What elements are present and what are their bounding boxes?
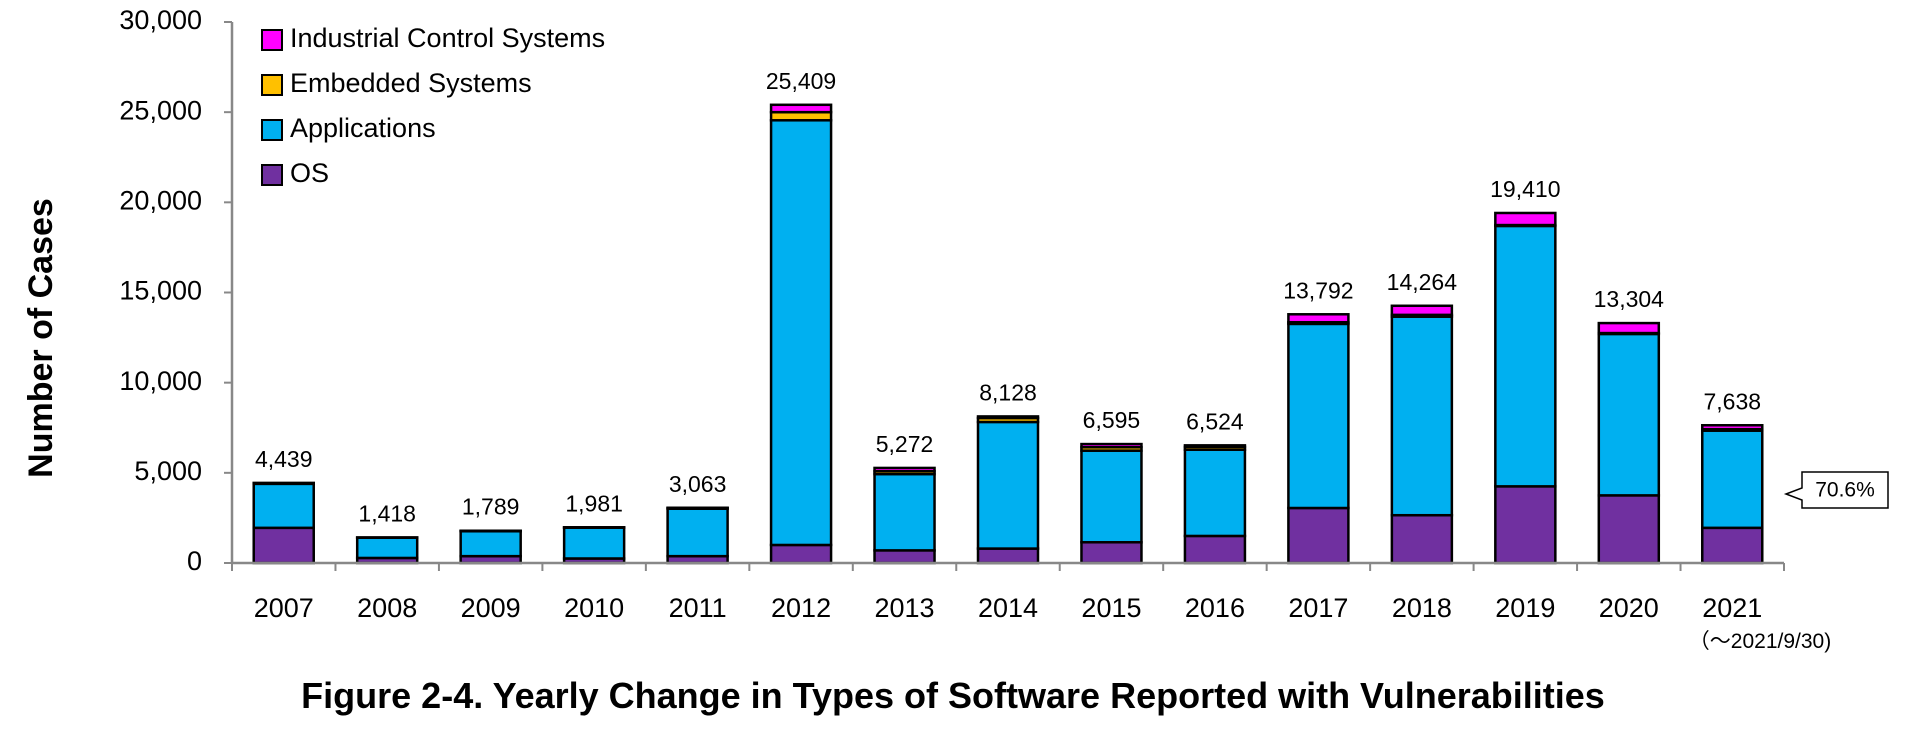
y-axis-title: Number of Cases — [22, 198, 60, 478]
bar-segment-os — [978, 549, 1038, 563]
bar-segment-os — [771, 545, 831, 563]
y-tick-label: 25,000 — [119, 95, 202, 125]
bar-segment-applications — [254, 484, 314, 528]
total-label: 25,409 — [766, 68, 836, 94]
legend-label: Applications — [290, 113, 436, 143]
bar-segment-applications — [1392, 317, 1452, 516]
total-label: 3,063 — [669, 471, 727, 497]
y-tick-label: 0 — [187, 546, 202, 576]
bar-segment-applications — [357, 538, 417, 558]
x-tick-label: 2018 — [1392, 593, 1452, 623]
bar-segment-industrial-control-systems — [1495, 213, 1555, 225]
figure-caption: Figure 2-4. Yearly Change in Types of So… — [301, 675, 1605, 716]
total-label: 5,272 — [876, 431, 934, 457]
x-tick-label: 2021 — [1702, 593, 1762, 623]
callout-text: 70.6% — [1815, 479, 1875, 502]
total-label: 1,981 — [565, 490, 623, 516]
bar-segment-industrial-control-systems — [1081, 444, 1141, 447]
bar-segment-applications — [1495, 226, 1555, 486]
bar-segment-industrial-control-systems — [1599, 323, 1659, 333]
bar-segment-applications — [461, 531, 521, 556]
x-tick-label: 2014 — [978, 593, 1038, 623]
bar-segment-industrial-control-systems — [875, 468, 935, 471]
bar-segment-os — [1495, 486, 1555, 563]
legend-swatch — [262, 30, 282, 50]
total-label: 1,789 — [462, 494, 520, 520]
legend-label: OS — [290, 158, 329, 188]
bar-segment-os — [1185, 536, 1245, 563]
legend-swatch — [262, 120, 282, 140]
x-tick-label: 2013 — [874, 593, 934, 623]
bar-segment-industrial-control-systems — [1702, 425, 1762, 429]
bar-segment-applications — [875, 474, 935, 550]
bar-segment-industrial-control-systems — [1288, 314, 1348, 322]
total-label: 6,595 — [1083, 407, 1141, 433]
total-label: 13,792 — [1283, 277, 1353, 303]
bar-segment-os — [1288, 508, 1348, 563]
bar-segment-os — [1392, 515, 1452, 563]
bar-segment-os — [1599, 495, 1659, 563]
bar-segment-applications — [978, 422, 1038, 549]
total-label: 1,418 — [358, 500, 416, 526]
bar-segment-applications — [668, 509, 728, 556]
y-tick-label: 10,000 — [119, 366, 202, 396]
total-label: 14,264 — [1387, 269, 1458, 295]
bar-segment-industrial-control-systems — [771, 105, 831, 112]
bar-segment-applications — [1599, 334, 1659, 495]
x-tick-label: 2016 — [1185, 593, 1245, 623]
legend-swatch — [262, 75, 282, 95]
bar-segment-os — [254, 528, 314, 563]
bar-segment-applications — [1081, 451, 1141, 543]
bar-segment-applications — [771, 120, 831, 545]
bar-segment-applications — [1702, 431, 1762, 528]
x-tick-label: 2015 — [1081, 593, 1141, 623]
x-tick-label: 2009 — [461, 593, 521, 623]
category-note: （～2021/9/30) — [1689, 630, 1831, 653]
x-tick-label: 2017 — [1288, 593, 1348, 623]
total-label: 8,128 — [979, 379, 1037, 405]
x-tick-label: 2020 — [1599, 593, 1659, 623]
legend-label: Embedded Systems — [290, 68, 532, 98]
bar-segment-applications — [1288, 324, 1348, 508]
x-tick-label: 2019 — [1495, 593, 1555, 623]
percentage-callout: 70.6% — [1786, 472, 1888, 508]
legend: Industrial Control Systems Embedded Syste… — [262, 23, 605, 188]
bar-segment-industrial-control-systems — [978, 416, 1038, 418]
bar-segment-industrial-control-systems — [1185, 445, 1245, 447]
y-tick-label: 30,000 — [119, 5, 202, 35]
total-label: 13,304 — [1594, 286, 1665, 312]
total-label: 6,524 — [1186, 408, 1244, 434]
bar-segment-os — [875, 550, 935, 563]
bar-segment-applications — [564, 528, 624, 559]
legend-label: Industrial Control Systems — [290, 23, 605, 53]
total-label: 4,439 — [255, 446, 313, 472]
bar-segment-applications — [1185, 450, 1245, 536]
x-tick-label: 2007 — [254, 593, 314, 623]
y-tick-label: 20,000 — [119, 185, 202, 215]
bar-segment-industrial-control-systems — [1392, 306, 1452, 315]
y-tick-label: 15,000 — [119, 276, 202, 306]
x-tick-label: 2011 — [669, 593, 727, 623]
y-tick-label: 5,000 — [134, 456, 202, 486]
total-label: 19,410 — [1490, 176, 1560, 202]
x-tick-label: 2008 — [357, 593, 417, 623]
x-tick-label: 2010 — [564, 593, 624, 623]
total-label: 7,638 — [1703, 388, 1761, 414]
x-tick-label: 2012 — [771, 593, 831, 623]
legend-swatch — [262, 165, 282, 185]
bar-segment-os — [1081, 542, 1141, 563]
bar-segment-os — [1702, 528, 1762, 563]
